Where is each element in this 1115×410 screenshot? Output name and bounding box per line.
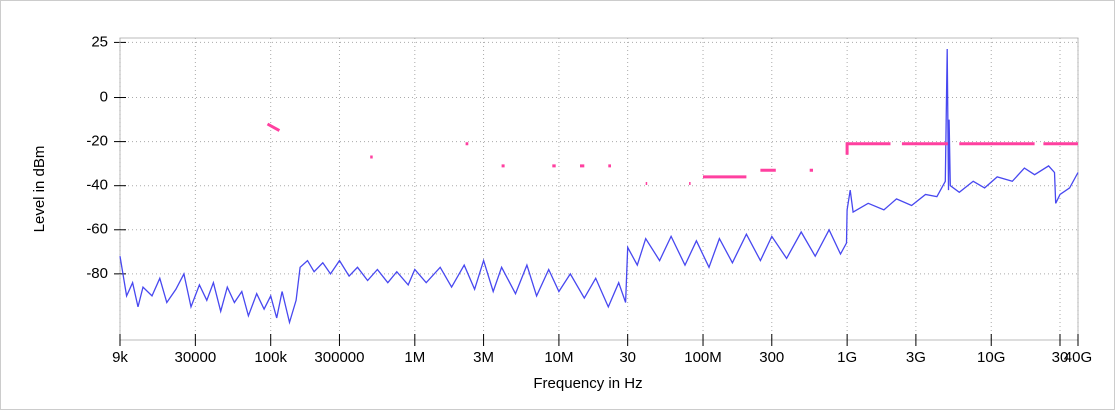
x-tick-label: 9k xyxy=(112,349,128,366)
x-tick-label: 300000 xyxy=(314,349,364,366)
x-tick-label: 3M xyxy=(473,349,494,366)
x-tick-label: 30 xyxy=(619,349,636,366)
x-tick-label: 1M xyxy=(404,349,425,366)
x-tick-label: 40G xyxy=(1064,349,1092,366)
y-tick-label: -80 xyxy=(86,265,108,282)
y-tick-label: 0 xyxy=(100,88,108,105)
y-tick-label: -60 xyxy=(86,221,108,238)
x-tick-label: 3G xyxy=(906,349,926,366)
x-tick-label: 100k xyxy=(254,349,287,366)
x-tick-label: 300 xyxy=(759,349,784,366)
series-line xyxy=(119,48,1079,325)
x-axis-title: Frequency in Hz xyxy=(533,375,642,392)
plot-area xyxy=(119,37,1079,341)
x-tick-label: 10G xyxy=(977,349,1005,366)
y-tick-label: 25 xyxy=(91,33,108,50)
x-tick-label: 30 xyxy=(1052,349,1069,366)
x-tick-label: 1G xyxy=(837,349,857,366)
series-line xyxy=(266,122,1078,185)
y-axis-title: Level in dBm xyxy=(31,146,48,233)
x-tick-label: 30000 xyxy=(174,349,216,366)
x-tick-label: 100M xyxy=(684,349,722,366)
y-tick-label: -20 xyxy=(86,133,108,150)
x-tick-label: 10M xyxy=(544,349,573,366)
y-tick-label: -40 xyxy=(86,177,108,194)
